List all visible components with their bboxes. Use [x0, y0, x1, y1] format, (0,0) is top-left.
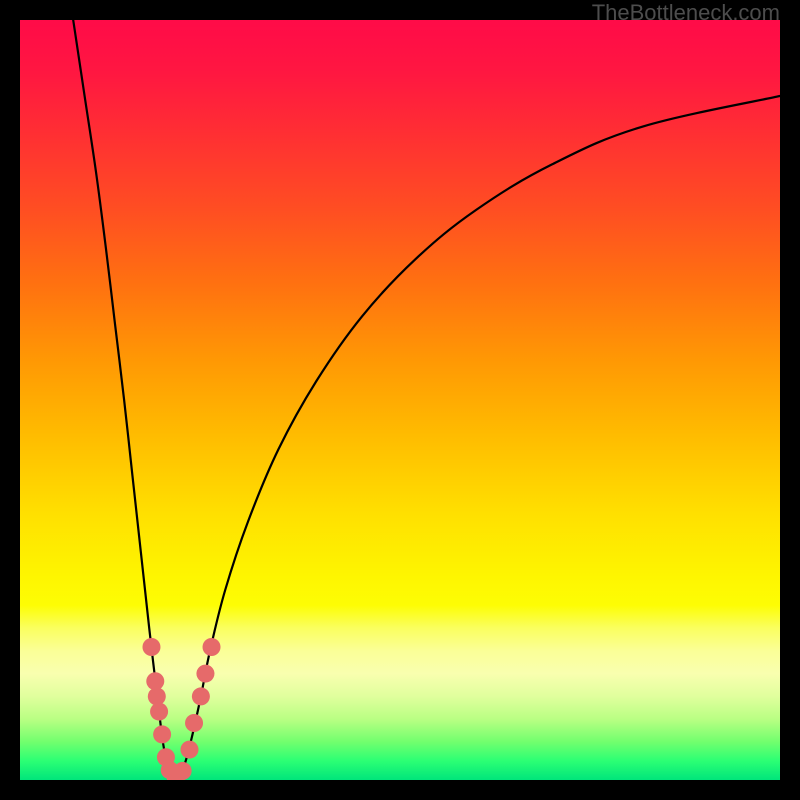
data-marker	[180, 741, 198, 759]
data-marker	[148, 687, 166, 705]
data-marker	[150, 703, 168, 721]
data-marker	[146, 672, 164, 690]
data-marker	[185, 714, 203, 732]
chart-svg	[20, 20, 780, 780]
gradient-background	[20, 20, 780, 780]
data-marker	[203, 638, 221, 656]
watermark-text: TheBottleneck.com	[592, 0, 780, 26]
data-marker	[192, 687, 210, 705]
plot-area	[20, 20, 780, 780]
data-marker	[142, 638, 160, 656]
data-marker	[174, 762, 192, 780]
data-marker	[153, 725, 171, 743]
chart-frame	[20, 20, 780, 780]
data-marker	[196, 665, 214, 683]
